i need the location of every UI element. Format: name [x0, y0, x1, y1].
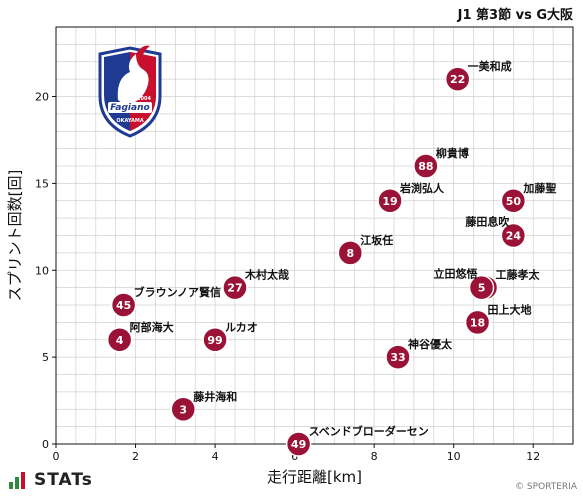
- point-label: 藤井海和: [193, 389, 237, 403]
- point-number: 99: [207, 334, 222, 347]
- y-tick-label: 5: [42, 351, 49, 364]
- data-point: [285, 431, 312, 457]
- point-label: 柳貴博: [436, 146, 469, 160]
- point-number: 18: [470, 316, 485, 329]
- x-axis-label: 走行距離[km]: [267, 468, 362, 486]
- point-label: 立田悠悟: [434, 267, 478, 281]
- point-label: 藤田息吹: [465, 215, 510, 229]
- plot-area: [55, 26, 574, 445]
- point-label: 田上大地: [488, 302, 532, 316]
- stats-logo-text: STATs: [34, 470, 93, 490]
- data-point: [444, 66, 471, 92]
- x-tick-label: 4: [212, 450, 219, 463]
- y-tick-label: 20: [35, 91, 49, 104]
- stats-brand: STATs: [8, 470, 93, 490]
- data-point: [202, 327, 228, 353]
- point-number: 49: [291, 438, 306, 451]
- x-tick-label: 12: [526, 450, 540, 463]
- y-tick-label: 0: [42, 438, 49, 451]
- data-points: 2288195024827452551849933349一美和成柳貴博岩渕弘人加…: [106, 59, 556, 457]
- y-tick-label: 10: [35, 264, 49, 277]
- point-number: 50: [506, 195, 522, 208]
- copyright: © SPORTERIA: [515, 482, 577, 492]
- x-tick-label: 2: [132, 450, 139, 463]
- point-number: 27: [227, 282, 242, 295]
- point-label: スベンドブローダーセン: [309, 424, 429, 438]
- point-number: 4: [116, 334, 124, 347]
- data-point: [500, 188, 527, 214]
- point-label: 一美和成: [468, 59, 512, 73]
- point-number: 3: [179, 403, 187, 416]
- point-number: 8: [346, 247, 354, 260]
- match-title: J1 第3節 vs G大阪: [457, 8, 573, 23]
- point-label: 岩渕弘人: [399, 181, 445, 195]
- x-tick-label: 10: [447, 450, 461, 463]
- data-point: [377, 188, 403, 214]
- point-label: 阿部海大: [130, 320, 174, 334]
- point-number: 88: [418, 160, 433, 173]
- data-point: [337, 240, 364, 266]
- point-number: 19: [382, 195, 397, 208]
- point-number: 45: [116, 299, 131, 312]
- point-label: 江坂任: [360, 233, 393, 247]
- x-tick-label: 6: [291, 450, 298, 463]
- stats-logo-icon: [9, 472, 25, 489]
- point-number: 5: [478, 282, 486, 295]
- point-label: 加藤聖: [522, 181, 556, 195]
- point-label: 木村太哉: [244, 268, 289, 282]
- point-label: ルカオ: [225, 321, 258, 334]
- x-tick-label: 8: [371, 450, 378, 463]
- logo-year: 2004: [137, 96, 151, 102]
- data-point: [170, 396, 197, 422]
- data-point: [110, 292, 137, 318]
- y-tick-label: 15: [35, 177, 49, 190]
- data-point: [413, 153, 439, 179]
- data-point: [106, 327, 133, 353]
- data-point: [468, 274, 495, 301]
- logo-city: OKAYAMA: [116, 118, 144, 124]
- data-point: [385, 344, 411, 370]
- x-tick-label: 0: [53, 450, 60, 463]
- point-label: 工藤孝太: [496, 268, 541, 282]
- point-number: 22: [450, 73, 465, 86]
- point-number: 24: [506, 230, 522, 243]
- point-label: 神谷優太: [408, 337, 453, 351]
- data-point: [222, 274, 248, 301]
- logo-script: Fagiano: [110, 103, 149, 113]
- y-axis-label: スプリント回数[回]: [6, 170, 24, 302]
- data-point: [464, 309, 491, 336]
- data-point: [500, 222, 527, 249]
- team-logo: Fagiano 2004 OKAYAMA: [98, 45, 162, 138]
- point-number: 33: [390, 351, 405, 364]
- point-label: ブラウンノア賢信: [134, 285, 221, 299]
